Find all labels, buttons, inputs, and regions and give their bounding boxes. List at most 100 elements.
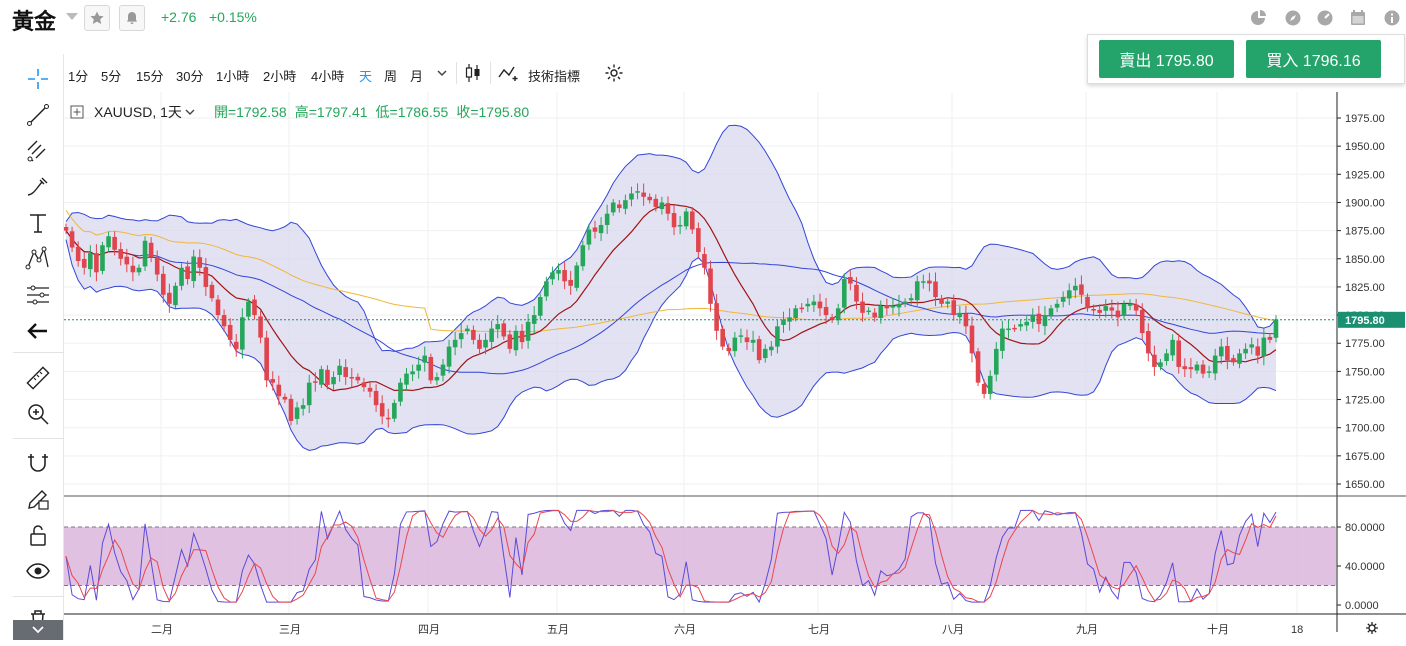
candle-body <box>957 312 963 318</box>
sell-button[interactable]: 賣出 1795.80 <box>1099 40 1234 78</box>
candle-body <box>106 236 111 248</box>
candle-body <box>452 339 458 348</box>
candle-body <box>908 298 914 301</box>
timeframe-30m[interactable]: 30分 <box>176 69 204 84</box>
tool-divider <box>13 352 64 353</box>
pie-chart-icon[interactable] <box>1250 9 1268 27</box>
candle-body <box>142 240 148 267</box>
chevron-down-icon <box>32 626 44 634</box>
axis-settings-gear-icon[interactable] <box>1366 622 1378 634</box>
text-tool-icon[interactable] <box>25 210 51 236</box>
price-axis-label: 1900.00 <box>1345 197 1385 209</box>
candle-body <box>604 213 610 225</box>
candle-body <box>805 303 811 307</box>
crosshair-icon[interactable] <box>25 66 51 92</box>
candle-body <box>300 405 306 409</box>
timeframe-month[interactable]: 月 <box>410 69 424 84</box>
candle-body <box>689 211 695 230</box>
timeframe-day[interactable]: 天 <box>359 69 373 84</box>
candle-body <box>385 417 391 420</box>
timeframe-2h[interactable]: 2小時 <box>263 69 297 84</box>
legend-high: 高=1797.41 <box>294 104 368 120</box>
candle-body <box>154 257 160 275</box>
eye-icon[interactable] <box>25 558 51 584</box>
candle-body <box>148 242 154 257</box>
candle-body <box>969 325 975 354</box>
moving-average-slow-line <box>65 210 1277 333</box>
back-arrow-icon[interactable] <box>25 318 51 344</box>
candle-body <box>112 236 117 250</box>
candle-body <box>1249 344 1254 348</box>
favorite-button[interactable] <box>84 5 110 31</box>
timeframe-4h[interactable]: 4小時 <box>311 69 345 84</box>
trend-line-icon[interactable] <box>25 102 51 128</box>
gauge-icon[interactable] <box>1316 9 1334 27</box>
candle-body <box>598 224 604 234</box>
chart-legend: XAUUSD , 1天 開=1792.58 高=1797.41 低=1786.5… <box>70 102 529 122</box>
timeframe-1h[interactable]: 1小時 <box>216 69 250 84</box>
candle-body <box>1127 303 1133 306</box>
candle-body <box>1158 362 1163 367</box>
alert-button[interactable] <box>119 5 145 31</box>
candle-body <box>981 383 987 394</box>
candle-body <box>848 277 853 284</box>
unlock-icon[interactable] <box>25 522 51 548</box>
candle-body <box>1073 285 1078 291</box>
candle-body <box>568 279 573 286</box>
buy-button[interactable]: 買入 1796.16 <box>1246 40 1381 78</box>
ruler-icon[interactable] <box>25 365 51 391</box>
time-axis-label: 九月 <box>1076 623 1098 636</box>
magnet-icon[interactable] <box>25 450 51 476</box>
candle-body <box>1273 319 1279 338</box>
compass-icon[interactable] <box>1284 9 1302 27</box>
candle-body <box>702 254 707 268</box>
candle-body <box>1261 337 1267 357</box>
candle-body <box>410 371 415 375</box>
indicators-icon[interactable] <box>498 64 520 82</box>
candle-body <box>1012 327 1017 330</box>
brush-icon[interactable] <box>25 174 51 200</box>
timeframe-1m[interactable]: 1分 <box>68 69 89 84</box>
candle-body <box>1006 328 1011 331</box>
collapse-toolbar-button[interactable] <box>13 620 63 640</box>
price-chart[interactable]: 1975.00 1950.00 1925.00 1900.00 1875.00 1850.… <box>64 92 1406 642</box>
settings-gear-icon[interactable] <box>604 63 624 83</box>
candle-body <box>440 364 446 376</box>
instrument-dropdown-icon[interactable] <box>66 13 78 20</box>
drawing-toolbar <box>13 54 64 640</box>
lock-drawings-pencil-icon[interactable] <box>25 486 51 512</box>
chevron-down-icon[interactable] <box>184 107 196 117</box>
oscillator-axis-label: 40.0000 <box>1345 561 1385 573</box>
expand-square-icon[interactable] <box>70 105 84 119</box>
candle-body <box>416 364 421 371</box>
candle-body <box>823 306 829 316</box>
candle-body <box>574 265 580 288</box>
candle-body <box>471 329 476 340</box>
candle-body <box>714 303 719 331</box>
calendar-icon[interactable] <box>1349 9 1367 27</box>
candlestick-type-icon[interactable] <box>464 63 482 83</box>
chevron-down-icon[interactable] <box>436 68 448 78</box>
candle-body <box>878 306 884 319</box>
candle-body <box>1146 331 1151 354</box>
indicators-button[interactable]: 技術指標 <box>528 69 581 84</box>
bollinger-band-fill <box>66 125 1276 451</box>
time-axis-label: 三月 <box>279 624 301 636</box>
time-axis-label: 二月 <box>151 624 173 636</box>
zoom-in-icon[interactable] <box>25 401 51 427</box>
candle-body <box>683 211 689 227</box>
last-price-label: 1795.80 <box>1345 315 1385 327</box>
timeframe-15m[interactable]: 15分 <box>136 69 164 84</box>
candle-body <box>513 330 519 351</box>
candle-body <box>404 373 409 385</box>
candle-body <box>495 324 501 330</box>
prediction-measure-icon[interactable] <box>25 282 51 308</box>
candle-body <box>75 246 81 262</box>
timeframe-week[interactable]: 周 <box>384 69 398 84</box>
legend-interval[interactable]: 1天 <box>160 104 182 120</box>
timeframe-5m[interactable]: 5分 <box>101 69 122 84</box>
tool-divider <box>13 438 64 439</box>
pitchfork-icon[interactable] <box>25 138 51 164</box>
pattern-icon[interactable] <box>25 246 51 272</box>
info-icon[interactable] <box>1383 9 1401 27</box>
